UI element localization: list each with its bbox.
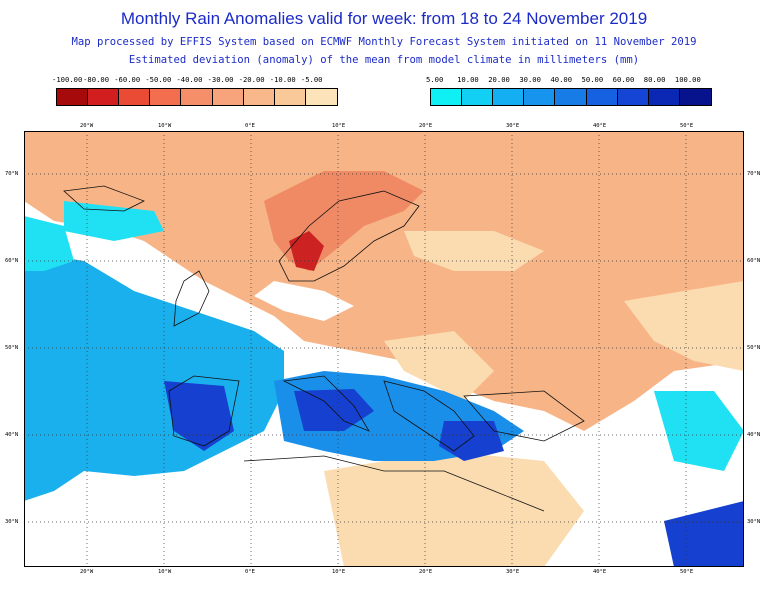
legend-negative-swatch: [150, 89, 182, 105]
legend-tick-label: 30.00: [519, 75, 541, 84]
map-frame: [24, 131, 744, 567]
latitude-label: 70°N: [747, 171, 761, 177]
legend-tick-label: -30.00: [207, 75, 234, 84]
legend-tick-label: -20.00: [238, 75, 265, 84]
map-subtitle-processing: Map processed by EFFIS System based on E…: [71, 36, 697, 48]
legend-tick-label: -80.00: [83, 75, 110, 84]
anomaly-area-strong-positive-iberia: [164, 381, 234, 451]
legend-positive-swatch: [524, 89, 556, 105]
longitude-label: 20°W: [80, 123, 94, 129]
anomaly-area-positive-aegean: [439, 421, 504, 461]
map-title: Monthly Rain Anomalies valid for week: f…: [120, 9, 648, 28]
legend-positive-swatch: [679, 89, 711, 105]
legend-negative-swatch: [57, 89, 89, 105]
legend-negative-colorbar: [56, 88, 338, 106]
legend-negative-swatch: [212, 89, 244, 105]
legend-tick-label: -40.00: [176, 75, 203, 84]
legend-positive-swatch: [431, 89, 463, 105]
legend-negative-swatch: [181, 89, 213, 105]
longitude-label: 0°E: [245, 123, 255, 129]
anomaly-area-weak-negative-russia: [624, 281, 744, 371]
longitude-label: 40°E: [593, 123, 607, 129]
legend-tick-label: 20.00: [488, 75, 510, 84]
longitude-label: 10°E: [332, 123, 346, 129]
legend-negative-swatch: [119, 89, 151, 105]
latitude-label: 30°N: [747, 519, 761, 525]
longitude-label: 50°E: [680, 569, 694, 575]
latitude-label: 70°N: [5, 171, 19, 177]
longitude-label: 10°W: [158, 569, 172, 575]
latitude-label: 60°N: [5, 258, 19, 264]
anomaly-area-strong-positive-gulf: [664, 501, 744, 567]
longitude-label: 40°E: [593, 569, 607, 575]
latitude-label: 40°N: [5, 432, 19, 438]
neutral-area-north-sea: [254, 281, 354, 321]
coastlines: [63, 185, 585, 512]
longitude-label: 20°E: [419, 123, 433, 129]
anomaly-area-light-negative-north: [24, 131, 744, 431]
legend-tick-label: -100.00: [52, 75, 83, 84]
latitude-label: 30°N: [5, 519, 19, 525]
legend-tick-label: -10.00: [269, 75, 296, 84]
legend-tick-label: -50.00: [145, 75, 172, 84]
legend-tick-label: 50.00: [581, 75, 604, 84]
legend-positive-swatch: [648, 89, 680, 105]
longitude-label: 0°E: [245, 569, 255, 575]
legend-negative-swatch: [243, 89, 275, 105]
rain-anomaly-map: [24, 131, 744, 567]
latitude-label: 40°N: [747, 432, 761, 438]
legend-tick-label: 40.00: [550, 75, 573, 84]
legend-tick-label: 5.00: [426, 75, 444, 84]
legend-tick-label: 80.00: [643, 75, 666, 84]
anomaly-area-positive-caspian: [654, 391, 744, 471]
legend-positive-swatch: [493, 89, 525, 105]
longitude-label: 10°E: [332, 569, 346, 575]
longitude-label: 10°W: [158, 123, 172, 129]
legend-tick-label: -5.00: [300, 75, 323, 84]
map-subtitle-description: Estimated deviation (anomaly) of the mea…: [128, 54, 640, 66]
longitude-label: 20°W: [80, 569, 94, 575]
legend-negative-swatch: [274, 89, 306, 105]
latitude-label: 50°N: [747, 345, 761, 351]
legend-tick-label: 10.00: [457, 75, 479, 84]
anomaly-area-strong-negative-norway: [289, 231, 324, 271]
longitude-label: 20°E: [419, 569, 433, 575]
latitude-label: 60°N: [747, 258, 761, 264]
latitude-label: 50°N: [5, 345, 19, 351]
legend-positive-swatch: [555, 89, 587, 105]
legend-positive-swatch: [586, 89, 618, 105]
legend-positive-swatch: [462, 89, 494, 105]
longitude-label: 50°E: [680, 123, 694, 129]
longitude-label: 30°E: [506, 569, 520, 575]
anomaly-area-weak-negative-africa: [324, 451, 584, 567]
legend-tick-label: -60.00: [114, 75, 141, 84]
legend-positive-colorbar: [430, 88, 712, 106]
legend-negative-swatch: [88, 89, 120, 105]
graticule-lines: [24, 131, 744, 567]
anomaly-area-weak-positive-atlantic-edge: [24, 216, 74, 271]
legend-tick-label: 60.00: [612, 75, 635, 84]
anomaly-area-weak-positive-iceland: [64, 201, 164, 241]
legend-positive-swatch: [617, 89, 649, 105]
legend-tick-label: 100.00: [674, 75, 701, 84]
anomaly-area-weak-negative-central: [384, 331, 494, 401]
legend-negative-swatch: [305, 89, 337, 105]
longitude-label: 30°E: [506, 123, 520, 129]
anomaly-area-strong-positive-italy: [294, 389, 374, 431]
